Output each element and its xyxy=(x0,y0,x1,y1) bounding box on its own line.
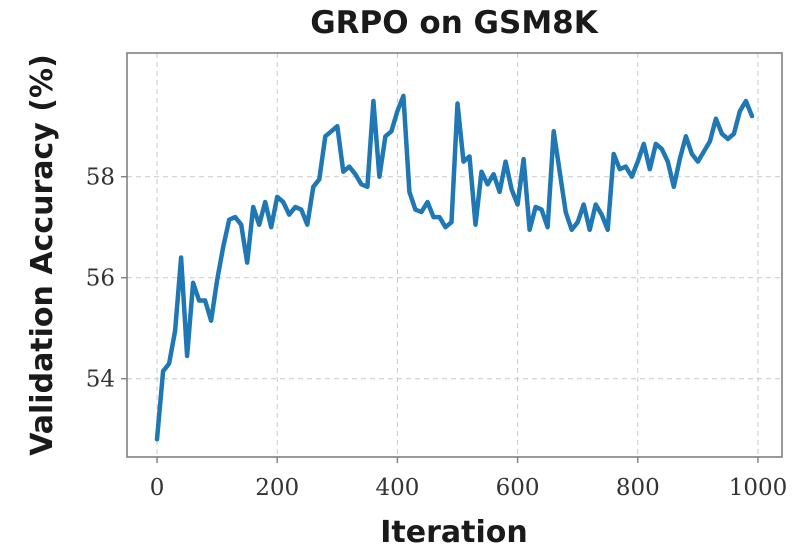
x-tick-label: 600 xyxy=(496,475,540,501)
x-tick-label: 1000 xyxy=(729,475,788,501)
y-tick-label: 54 xyxy=(86,367,115,393)
y-tick-label: 56 xyxy=(86,266,115,292)
series-group xyxy=(154,93,755,442)
y-tick-label: 58 xyxy=(86,165,115,191)
plot-frame xyxy=(126,52,783,458)
x-tick-label: 800 xyxy=(616,475,660,501)
x-tick-label: 200 xyxy=(255,475,299,501)
chart-title: GRPO on GSM8K xyxy=(310,5,599,41)
x-tick-label: 400 xyxy=(375,475,419,501)
axis-ticks: 0 200 400 600 800 1000 54 56 58 xyxy=(86,165,788,501)
x-axis-label: Iteration xyxy=(380,515,527,550)
series-line xyxy=(154,93,755,442)
grid-lines xyxy=(127,53,782,457)
x-tick-label: 0 xyxy=(150,475,165,501)
y-axis-label: Validation Accuracy (%) xyxy=(25,54,60,456)
